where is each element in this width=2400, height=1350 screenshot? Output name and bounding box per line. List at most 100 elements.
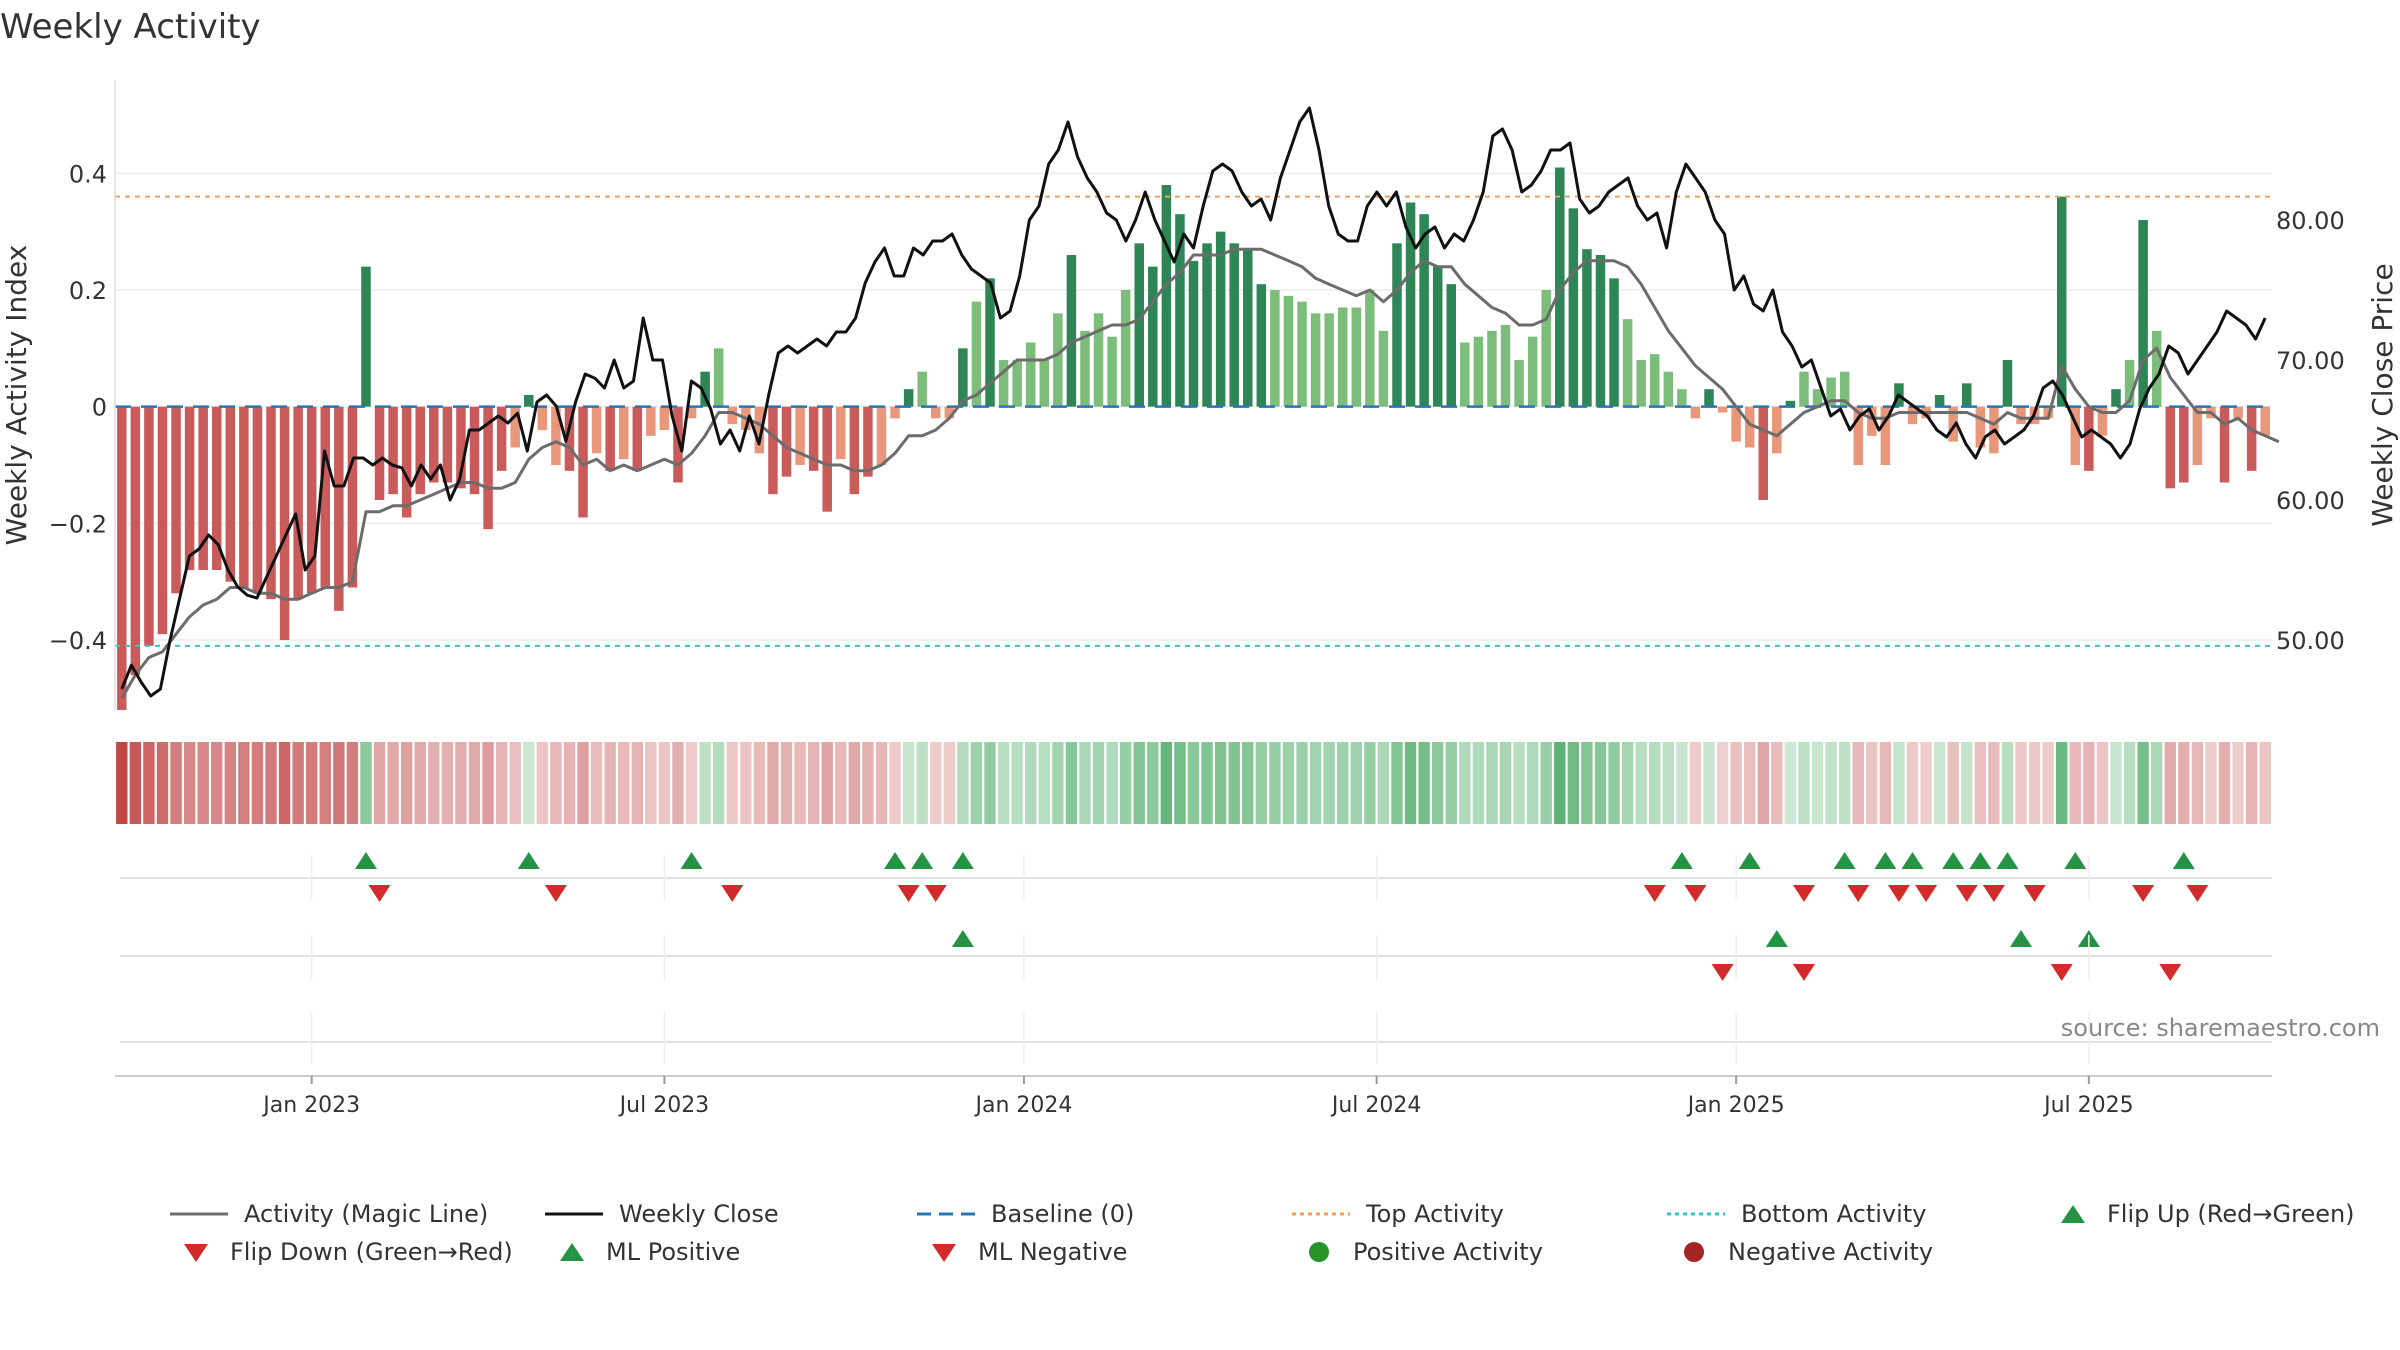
y2-tick-label: 80.00 — [2276, 207, 2345, 235]
y-axis-label: Weekly Activity Index — [0, 245, 33, 546]
flip-up-marker — [911, 852, 934, 869]
flip-up-marker — [2172, 852, 2195, 869]
activity-bar — [1134, 243, 1144, 407]
activity-bar — [2192, 406, 2203, 465]
heat-cell — [1811, 742, 1824, 824]
activity-bar — [198, 406, 208, 570]
activity-bar — [1012, 360, 1022, 407]
heat-cell — [1269, 742, 1281, 824]
flip-down-marker — [1847, 885, 1870, 902]
heat-cell — [373, 742, 386, 824]
flip-up-marker — [2064, 852, 2087, 869]
activity-bar — [591, 406, 602, 454]
activity-bar — [456, 406, 466, 489]
heat-cell — [1364, 742, 1376, 824]
heat-cell — [1635, 742, 1647, 824]
legend-item-weekly-close: Weekly Close — [543, 1200, 779, 1228]
legend-swatch-weekly-close — [545, 1212, 603, 1216]
heat-cell — [251, 742, 264, 824]
heat-cell — [577, 742, 589, 824]
activity-bar — [1297, 301, 1307, 407]
heat-cell — [1214, 742, 1227, 824]
heat-cell — [278, 742, 291, 824]
flip-down-marker — [1792, 885, 1815, 902]
heat-cell — [672, 742, 684, 824]
heat-cell — [1771, 742, 1783, 824]
activity-bar — [347, 406, 358, 588]
flip-up-marker — [517, 852, 540, 869]
activity-bar — [1527, 336, 1538, 407]
activity-bar — [822, 406, 832, 512]
activity-bar — [117, 406, 127, 710]
x-axis: Jan 2023 Jul 2023 Jan 2024 Jul 2024 Jan 2025… — [115, 855, 2272, 1118]
activity-bar — [551, 406, 561, 465]
activity-bar — [1622, 319, 1633, 407]
heat-cell — [1472, 742, 1485, 824]
activity-bar — [1962, 383, 1972, 407]
heat-cell — [658, 742, 671, 824]
heat-cell — [1608, 742, 1620, 824]
activity-bar — [1812, 389, 1823, 407]
heat-cell — [1323, 742, 1335, 824]
activity-bar — [171, 406, 181, 594]
heat-cell — [1540, 742, 1552, 824]
legend-item-bottom-activity: Bottom Activity — [1665, 1200, 1926, 1228]
heat-cell — [1621, 742, 1634, 824]
heat-cell — [1662, 742, 1675, 824]
activity-bar — [1039, 360, 1050, 407]
heat-cell — [211, 742, 223, 824]
legend-swatch-top-activity — [1292, 1212, 1350, 1216]
activity-bar — [1731, 406, 1741, 442]
activity-bar — [306, 406, 317, 594]
legend-item-top-activity: Top Activity — [1290, 1200, 1504, 1228]
activity-bar — [1419, 214, 1429, 407]
activity-bar — [1215, 231, 1226, 407]
heat-cell — [143, 742, 155, 824]
heat-cell — [563, 742, 576, 824]
legend-label-bottom-activity: Bottom Activity — [1741, 1200, 1927, 1228]
activity-bar — [1365, 290, 1375, 407]
heat-cell — [523, 742, 535, 824]
flip-down-marker — [1982, 885, 2005, 902]
heat-cell — [2069, 742, 2081, 824]
y-tick-label: 0.2 — [69, 277, 107, 305]
heat-cell — [306, 742, 318, 824]
ml-positive-marker — [2010, 930, 2033, 947]
activity-bar — [361, 266, 371, 407]
signal-markers — [120, 852, 2272, 1043]
activity-bar — [157, 406, 168, 635]
heat-cell — [902, 742, 915, 824]
heat-cell — [1092, 742, 1105, 824]
activity-bar — [2138, 220, 2148, 407]
heat-cell — [1038, 742, 1050, 824]
heat-cell — [1906, 742, 1919, 824]
y-tick-label: −0.4 — [49, 627, 107, 655]
activity-bar — [1256, 284, 1267, 407]
activity-bar — [1595, 255, 1606, 407]
heat-cell — [2001, 742, 2014, 824]
heat-cell — [1133, 742, 1145, 824]
activity-bar — [1351, 307, 1362, 407]
y-tick-label: 0.4 — [69, 160, 107, 188]
heat-cell — [1554, 742, 1566, 824]
heat-cell — [631, 742, 643, 824]
activity-bar — [1188, 260, 1199, 407]
flip-up-marker — [1969, 852, 1992, 869]
activity-bar — [2070, 406, 2081, 465]
flip-up-marker — [951, 852, 974, 869]
activity-bar — [211, 406, 222, 570]
activity-bar — [1148, 266, 1158, 407]
heat-cell — [1377, 742, 1390, 824]
heat-cell — [997, 742, 1010, 824]
heat-cell — [1567, 742, 1580, 824]
ml-negative-marker — [2050, 964, 2073, 981]
activity-bar — [754, 406, 765, 454]
heat-cell — [1052, 742, 1064, 824]
activity-bar — [1867, 406, 1877, 436]
x-tick-label: Jul 2023 — [618, 1093, 710, 1118]
activity-bar — [1392, 243, 1402, 407]
heat-cell — [604, 742, 616, 824]
activity-bar — [374, 406, 385, 500]
legend-label-ml-positive: ML Positive — [606, 1238, 741, 1266]
